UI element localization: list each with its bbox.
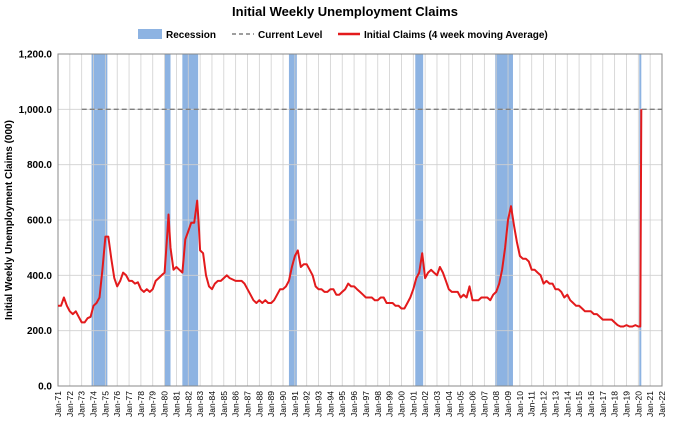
y-tick-label: 800.0	[27, 160, 52, 171]
x-tick-label: Jan-01	[408, 391, 418, 417]
x-tick-label: Jan-14	[562, 391, 572, 417]
y-tick-label: 200.0	[27, 326, 52, 337]
x-tick-label: Jan-06	[468, 391, 478, 417]
x-tick-label: Jan-08	[491, 391, 501, 417]
x-tick-label: Jan-00	[396, 391, 406, 417]
x-tick-label: Jan-94	[325, 391, 335, 417]
y-tick-label: 1,200.0	[19, 50, 53, 61]
x-tick-label: Jan-15	[574, 391, 584, 417]
x-tick-label: Jan-86	[231, 391, 241, 417]
x-tick-label: Jan-07	[479, 391, 489, 417]
y-tick-label: 600.0	[27, 216, 52, 227]
x-tick-label: Jan-92	[302, 391, 312, 417]
x-tick-label: Jan-19	[621, 391, 631, 417]
x-tick-label: Jan-83	[195, 391, 205, 417]
series-line	[58, 109, 643, 328]
x-tick-label: Jan-97	[361, 391, 371, 417]
x-tick-label: Jan-02	[420, 391, 430, 417]
x-tick-label: Jan-98	[373, 391, 383, 417]
x-tick-label: Jan-99	[385, 391, 395, 417]
x-tick-label: Jan-79	[148, 391, 158, 417]
x-tick-label: Jan-93	[314, 391, 324, 417]
x-tick-label: Jan-77	[124, 391, 134, 417]
x-tick-label: Jan-96	[349, 391, 359, 417]
y-tick-label: 1,000.0	[19, 105, 53, 116]
chart-title: Initial Weekly Unemployment Claims	[232, 4, 458, 19]
x-tick-label: Jan-76	[112, 391, 122, 417]
x-tick-label: Jan-12	[539, 391, 549, 417]
x-tick-label: Jan-11	[527, 391, 537, 417]
y-axis-title: Initial Weekly Unemployment Claims (000)	[4, 120, 15, 320]
x-tick-label: Jan-04	[444, 391, 454, 417]
x-tick-label: Jan-18	[610, 391, 620, 417]
x-tick-label: Jan-16	[586, 391, 596, 417]
x-tick-label: Jan-22	[657, 391, 667, 417]
plot-frame	[57, 53, 663, 387]
legend-label: Initial Claims (4 week moving Average)	[364, 30, 548, 41]
x-tick-label: Jan-03	[432, 391, 442, 417]
y-tick-label: 400.0	[27, 271, 52, 282]
x-tick-label: Jan-95	[337, 391, 347, 417]
x-tick-label: Jan-84	[207, 391, 217, 417]
y-tick-label: 0.0	[38, 382, 52, 393]
x-tick-label: Jan-91	[290, 391, 300, 417]
x-tick-label: Jan-75	[100, 391, 110, 417]
legend-label: Recession	[166, 30, 216, 41]
legend-swatch	[138, 29, 162, 39]
x-tick-label: Jan-78	[136, 391, 146, 417]
x-tick-label: Jan-13	[550, 391, 560, 417]
x-tick-label: Jan-85	[219, 391, 229, 417]
x-tick-label: Jan-17	[598, 391, 608, 417]
x-tick-label: Jan-81	[171, 391, 181, 417]
legend-label: Current Level	[258, 30, 323, 41]
x-tick-label: Jan-82	[183, 391, 193, 417]
x-tick-label: Jan-71	[53, 391, 63, 417]
x-tick-label: Jan-88	[254, 391, 264, 417]
x-tick-label: Jan-05	[456, 391, 466, 417]
x-tick-label: Jan-21	[645, 391, 655, 417]
x-tick-label: Jan-89	[266, 391, 276, 417]
x-tick-label: Jan-72	[65, 391, 75, 417]
x-tick-label: Jan-80	[160, 391, 170, 417]
x-tick-label: Jan-20	[633, 391, 643, 417]
x-tick-label: Jan-74	[89, 391, 99, 417]
x-tick-label: Jan-73	[77, 391, 87, 417]
x-tick-label: Jan-09	[503, 391, 513, 417]
x-tick-label: Jan-87	[242, 391, 252, 417]
x-tick-label: Jan-10	[515, 391, 525, 417]
x-tick-label: Jan-90	[278, 391, 288, 417]
